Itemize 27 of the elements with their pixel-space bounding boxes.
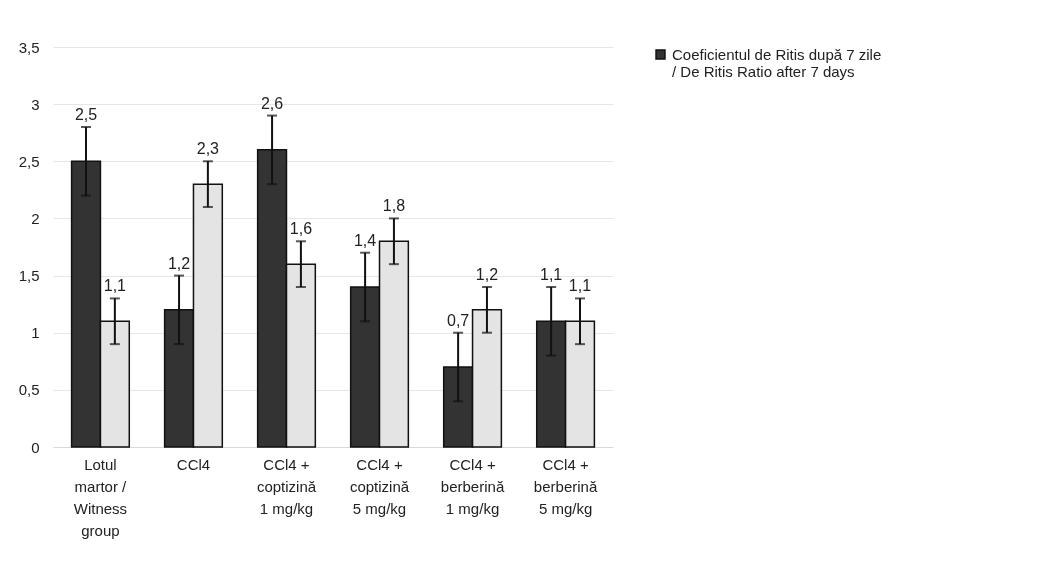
y-tick-label: 3,5 — [18, 38, 40, 56]
data-label: 2,3 — [196, 140, 220, 158]
data-label: 1,2 — [167, 254, 191, 272]
data-label: 2,6 — [260, 94, 284, 112]
y-tick-label: 2 — [31, 209, 40, 227]
x-tick-label: Lotul martor / Witness group — [73, 455, 128, 539]
y-tick-label: 1,5 — [18, 267, 40, 285]
y-tick-label: 3 — [31, 95, 40, 113]
x-tick-label: CCl4 + coptizină 1 mg/kg — [256, 455, 317, 517]
y-tick-label: 2,5 — [18, 152, 40, 170]
legend-label: Coeficientul de Ritis după 7 zile / De Ritis Ratio after 7 days — [672, 45, 882, 80]
x-tick-label: CCl4 + coptizină 5 mg/kg — [349, 455, 410, 517]
data-label: 1,2 — [475, 266, 499, 283]
data-label: 2,5 — [74, 106, 98, 123]
data-label: 1,8 — [382, 197, 406, 215]
x-tick-label: CCl4 + berberină 5 mg/kg — [533, 455, 598, 517]
data-label: 1,4 — [353, 231, 377, 249]
y-tick-label: 0 — [31, 438, 40, 456]
data-label: 1,6 — [289, 220, 313, 238]
x-tick-label: CCl4 + berberină 1 mg/kg — [440, 455, 505, 517]
data-label: 1,1 — [540, 266, 563, 283]
y-tick-label: 0,5 — [18, 381, 40, 399]
data-label: 1,1 — [103, 277, 127, 295]
data-label: 0,7 — [446, 311, 470, 329]
x-tick-label: CCl4 — [176, 455, 211, 473]
data-label: 1,1 — [568, 277, 592, 295]
y-tick-label: 1 — [31, 324, 40, 342]
